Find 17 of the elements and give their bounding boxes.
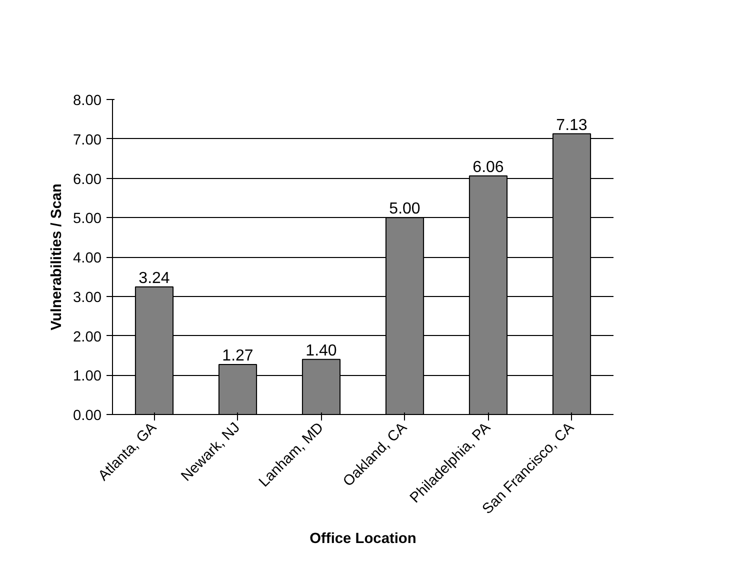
y-tick-label: 0.00: [72, 408, 102, 424]
data-label: 6.06: [472, 158, 504, 176]
data-label: 5.00: [389, 200, 420, 218]
y-tick-label: 4.00: [72, 250, 102, 266]
y-tick-label: 6.00: [72, 172, 102, 188]
y-tick-label: 1.00: [72, 368, 102, 385]
y-tick-label: 2.00: [72, 329, 102, 346]
data-label: 1.27: [222, 347, 254, 364]
y-tick-label: 3.00: [72, 290, 102, 306]
x-axis-title: Office Location: [310, 531, 416, 548]
data-label: 3.24: [138, 270, 170, 287]
y-tick-label: 7.00: [72, 132, 102, 148]
data-label: 7.13: [556, 116, 588, 134]
y-tick-label: 8.00: [72, 93, 102, 109]
y-tick-label: 5.00: [72, 211, 102, 228]
y-axis-title: Vulnerabilities / Scan: [48, 184, 65, 330]
data-label: 1.40: [306, 342, 337, 360]
